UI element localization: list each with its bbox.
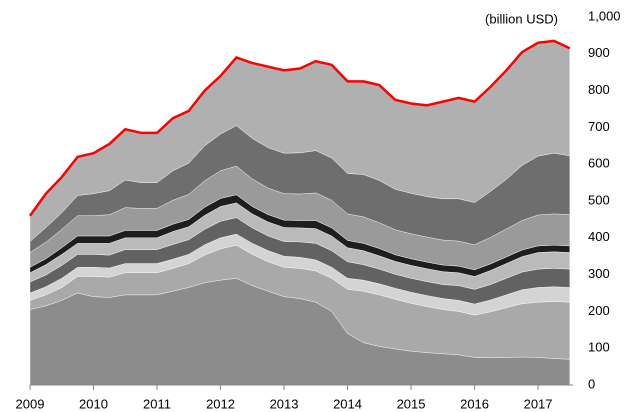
y-tick-label: 800 — [588, 82, 610, 97]
x-tick-label: 2011 — [143, 396, 171, 411]
x-tick-label: 2010 — [79, 396, 108, 411]
y-tick-label: 0 — [588, 376, 595, 391]
y-axis-label: (billion USD) — [485, 11, 558, 26]
x-tick-label: 2016 — [460, 396, 489, 411]
y-tick-label: 500 — [588, 192, 610, 207]
x-tick-label: 2013 — [270, 396, 299, 411]
y-tick-label: 100 — [588, 340, 610, 355]
total-outline — [28, 39, 571, 217]
y-tick-label: 1,000 — [588, 8, 621, 23]
y-tick-label: 700 — [588, 119, 610, 134]
x-tick-label: 2012 — [206, 396, 235, 411]
x-tick-label: 2009 — [16, 396, 45, 411]
x-tick-label: 2015 — [397, 396, 426, 411]
y-tick-label: 200 — [588, 303, 610, 318]
x-tick-label: 2014 — [333, 396, 362, 411]
y-tick-label: 900 — [588, 45, 610, 60]
x-tick-label: 2017 — [524, 396, 553, 411]
y-tick-label: 400 — [588, 229, 610, 244]
y-tick-label: 300 — [588, 266, 610, 281]
y-tick-label: 600 — [588, 156, 610, 171]
